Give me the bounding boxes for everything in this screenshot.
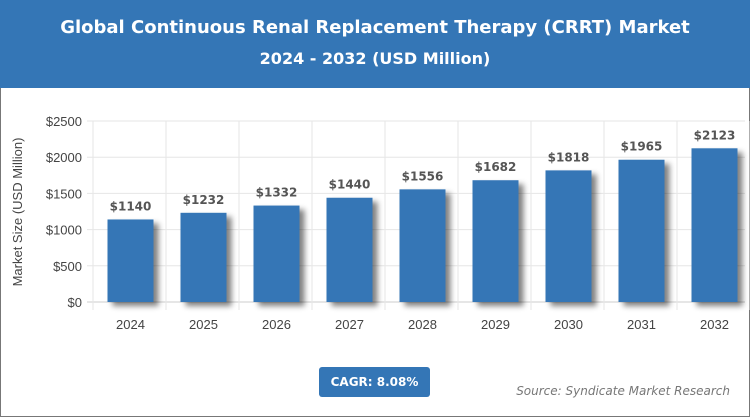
y-tick-label: $500 [53, 259, 82, 274]
bar [399, 189, 446, 302]
source-note: Source: Syndicate Market Research [516, 384, 730, 398]
cagr-badge: CAGR: 8.08% [319, 367, 430, 397]
data-label: $1332 [256, 186, 298, 200]
x-tick-label: 2024 [116, 317, 145, 332]
data-label: $2123 [694, 128, 736, 142]
bar [180, 212, 227, 302]
x-tick-label: 2030 [554, 317, 583, 332]
y-tick-label: $2000 [46, 150, 82, 165]
y-tick-label: $1500 [46, 186, 82, 201]
chart-subtitle: 2024 - 2032 (USD Million) [259, 49, 491, 68]
bar [472, 180, 519, 302]
bar [253, 205, 300, 302]
bar [618, 159, 665, 302]
x-tick-label: 2029 [481, 317, 510, 332]
y-tick-label: $1000 [46, 223, 82, 238]
chart-header: Global Continuous Renal Replacement Ther… [0, 0, 750, 88]
y-tick-label: $2500 [46, 114, 82, 129]
data-label: $1232 [183, 193, 225, 207]
data-label: $1965 [621, 140, 663, 154]
data-label: $1140 [110, 199, 152, 213]
bar [545, 170, 592, 302]
y-tick-label: $0 [68, 295, 82, 310]
bar [691, 148, 738, 302]
x-tick-label: 2026 [262, 317, 291, 332]
y-axis-title: Market Size (USD Million) [10, 138, 25, 287]
data-label: $1440 [329, 178, 371, 192]
chart-title: Global Continuous Renal Replacement Ther… [60, 17, 690, 38]
x-tick-label: 2027 [335, 317, 364, 332]
x-tick-label: 2032 [700, 317, 729, 332]
data-label: $1556 [402, 169, 444, 183]
x-tick-label: 2025 [189, 317, 218, 332]
bar [326, 197, 373, 302]
x-tick-label: 2031 [627, 317, 656, 332]
data-label: $1818 [548, 150, 590, 164]
data-label: $1682 [475, 160, 517, 174]
x-tick-label: 2028 [408, 317, 437, 332]
bar [107, 219, 154, 302]
